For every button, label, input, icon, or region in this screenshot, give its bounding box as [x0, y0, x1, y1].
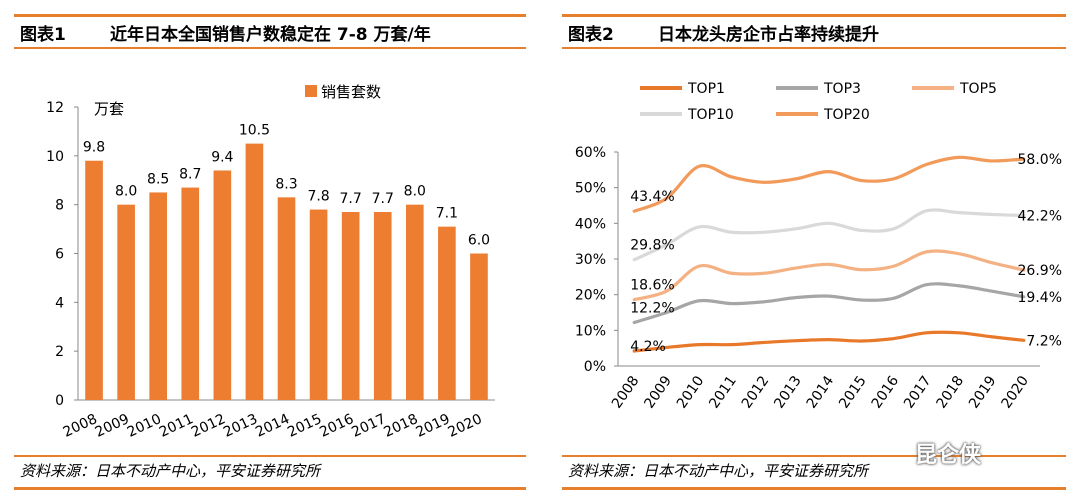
- bar: [213, 170, 232, 400]
- legend-label: 销售套数: [321, 83, 381, 101]
- y-tick-label: 50%: [575, 181, 606, 197]
- x-tick-label: 2009: [641, 373, 675, 411]
- y-tick-label: 2: [55, 344, 64, 360]
- data-label-start: 4.2%: [630, 339, 666, 355]
- series-line: [632, 155, 1026, 213]
- data-label-end: 58.0%: [1018, 152, 1062, 168]
- legend-label: TOP10: [687, 107, 734, 123]
- data-label: 9.4: [211, 149, 233, 165]
- y-tick-label: 6: [55, 247, 64, 263]
- data-label-start: 12.2%: [630, 300, 674, 316]
- data-label: 8.7: [179, 167, 201, 183]
- bar: [117, 204, 135, 400]
- x-tick-label: 2016: [869, 373, 903, 411]
- series-line: [632, 208, 1026, 262]
- y-tick-label: 0: [55, 393, 64, 409]
- bar: [85, 160, 103, 400]
- data-label: 6.0: [468, 233, 490, 249]
- x-tick-label: 2020: [998, 373, 1032, 411]
- data-label: 8.0: [404, 184, 426, 200]
- bar: [405, 204, 424, 400]
- data-label: 9.8: [83, 140, 105, 156]
- data-label: 7.8: [307, 189, 329, 205]
- data-label: 8.3: [275, 176, 297, 192]
- legend-swatch: [305, 85, 317, 97]
- figure-label: 图表1: [20, 24, 66, 45]
- y-tick-label: 40%: [575, 216, 606, 232]
- x-tick-label: 2015: [836, 373, 870, 411]
- source-note: 资料来源：日本不动产中心，平安证券研究所: [14, 455, 526, 490]
- bar: [309, 209, 328, 400]
- x-tick-label: 2017: [901, 373, 935, 411]
- legend-label: TOP5: [959, 81, 997, 97]
- y-tick-label: 60%: [575, 145, 606, 161]
- y-tick-label: 12: [46, 100, 64, 116]
- x-tick-label: 2013: [771, 373, 805, 411]
- data-label-start: 43.4%: [630, 189, 674, 205]
- data-label-end: 19.4%: [1018, 290, 1062, 306]
- bar: [373, 211, 392, 400]
- bar: [181, 187, 200, 400]
- data-label: 8.5: [147, 171, 169, 187]
- data-label-end: 26.9%: [1018, 263, 1062, 279]
- y-tick-label: 0%: [584, 359, 606, 375]
- figure-label: 图表2: [568, 24, 614, 45]
- bar: [438, 226, 456, 400]
- y-unit-label: 万套: [94, 100, 124, 118]
- data-label-end: 7.2%: [1026, 333, 1062, 349]
- bar: [149, 192, 168, 400]
- legend-label: TOP1: [687, 81, 725, 97]
- chart-title: 日本龙头房企市占率持续提升: [658, 24, 879, 45]
- watermark-logo: 昆仑侠: [915, 443, 982, 468]
- source-note: 资料来源：日本不动产中心，平安证券研究所: [562, 455, 1066, 490]
- data-label-start: 18.6%: [630, 278, 674, 294]
- x-tick-label: 2012: [739, 373, 773, 411]
- x-tick-label: 2018: [934, 373, 968, 411]
- y-tick-label: 20%: [575, 288, 606, 304]
- chart-title: 近年日本全国销售户数稳定在 7-8 万套/年: [110, 24, 431, 45]
- x-tick-label: 2010: [674, 373, 708, 411]
- data-label-start: 29.8%: [630, 238, 674, 254]
- data-label: 10.5: [239, 123, 270, 139]
- bar: [277, 197, 296, 400]
- bar: [470, 253, 488, 400]
- y-tick-label: 30%: [575, 252, 606, 268]
- bar: [341, 211, 360, 400]
- legend-label: TOP3: [823, 81, 861, 97]
- panel-title-bar: 图表1 近年日本全国销售户数稳定在 7-8 万套/年: [14, 14, 526, 49]
- chart-panel-market-share: 图表2 日本龙头房企市占率持续提升 0% 10% 20% 30% 40% 50% 60% 20…: [548, 0, 1080, 503]
- x-tick-label: 2011: [706, 373, 740, 411]
- data-label-end: 42.2%: [1018, 208, 1062, 224]
- data-label: 7.7: [340, 191, 362, 207]
- line-chart: 0% 10% 20% 30% 40% 50% 60% 20082009201020112012…: [575, 81, 1062, 411]
- series-line: [632, 330, 1026, 353]
- chart-panel-sales: 图表1 近年日本全国销售户数稳定在 7-8 万套/年 0 2 4 6 8 10 12 万套 销售…: [14, 14, 526, 490]
- panel-title-bar: 图表2 日本龙头房企市占率持续提升: [562, 14, 1066, 49]
- legend-label: TOP20: [823, 107, 870, 123]
- series-line: [632, 282, 1026, 325]
- data-label: 7.1: [436, 206, 458, 222]
- bar: [245, 143, 264, 400]
- data-label: 8.0: [115, 184, 137, 200]
- x-tick-label: 2008: [609, 373, 643, 411]
- data-label: 7.7: [372, 191, 394, 207]
- x-tick-label: 2019: [966, 373, 1000, 411]
- y-tick-label: 8: [55, 198, 64, 214]
- series-line: [632, 249, 1026, 302]
- y-tick-label: 4: [55, 295, 64, 311]
- x-tick-label: 2020: [446, 411, 485, 441]
- y-tick-label: 10%: [575, 323, 606, 339]
- x-tick-label: 2014: [804, 373, 838, 411]
- y-tick-label: 10: [46, 149, 64, 165]
